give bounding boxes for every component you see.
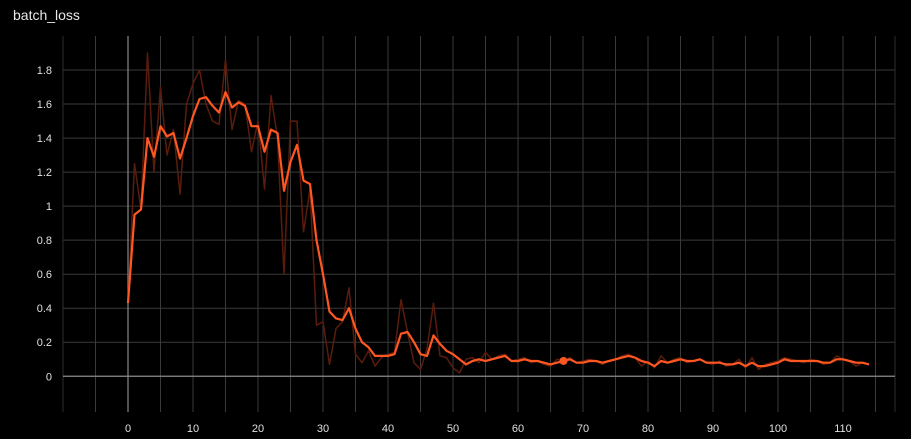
- y-tick-label: 0: [46, 371, 52, 383]
- raw-loss-line: [127, 52, 870, 374]
- x-tick-label: 60: [512, 423, 524, 435]
- x-tick-label: 20: [252, 423, 264, 435]
- tick-labels: 0 0.2 0.4 0.6 0.8 1 1.2 1.4 1.6 1.8 0 10 20 30 40 50 60 7…: [37, 65, 852, 435]
- x-tick-label: 70: [577, 423, 589, 435]
- grid-lines: [62, 36, 896, 412]
- x-tick-label: 110: [834, 423, 852, 435]
- series-lines: [126, 52, 870, 374]
- x-tick-label: 90: [707, 423, 719, 435]
- x-tick-label: 40: [382, 423, 394, 435]
- x-tick-label: 80: [642, 423, 654, 435]
- y-tick-label: 1: [46, 201, 52, 213]
- axes: [63, 36, 895, 412]
- highlight-point: [559, 356, 568, 365]
- y-tick-label: 0.6: [37, 269, 52, 281]
- x-tick-label: 30: [317, 423, 329, 435]
- x-tick-label: 10: [187, 423, 199, 435]
- y-tick-label: 0.4: [37, 303, 52, 315]
- x-tick-label: 0: [125, 423, 131, 435]
- y-tick-label: 1.4: [37, 133, 52, 145]
- y-tick-label: 1.8: [37, 65, 52, 77]
- x-tick-label: 100: [769, 423, 787, 435]
- y-tick-label: 1.6: [37, 99, 52, 111]
- chart-title: batch_loss: [13, 7, 80, 23]
- y-tick-label: 1.2: [37, 167, 52, 179]
- y-tick-label: 0.2: [37, 337, 52, 349]
- x-tick-label: 50: [447, 423, 459, 435]
- y-tick-label: 0.8: [37, 235, 52, 247]
- smoothed-loss-line: [126, 90, 870, 368]
- hover-marker: [559, 356, 568, 365]
